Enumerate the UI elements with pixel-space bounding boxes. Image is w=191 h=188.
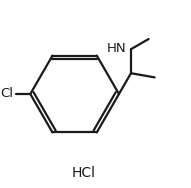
Text: HCl: HCl xyxy=(72,166,96,180)
Text: HN: HN xyxy=(107,42,126,55)
Text: Cl: Cl xyxy=(0,87,13,101)
